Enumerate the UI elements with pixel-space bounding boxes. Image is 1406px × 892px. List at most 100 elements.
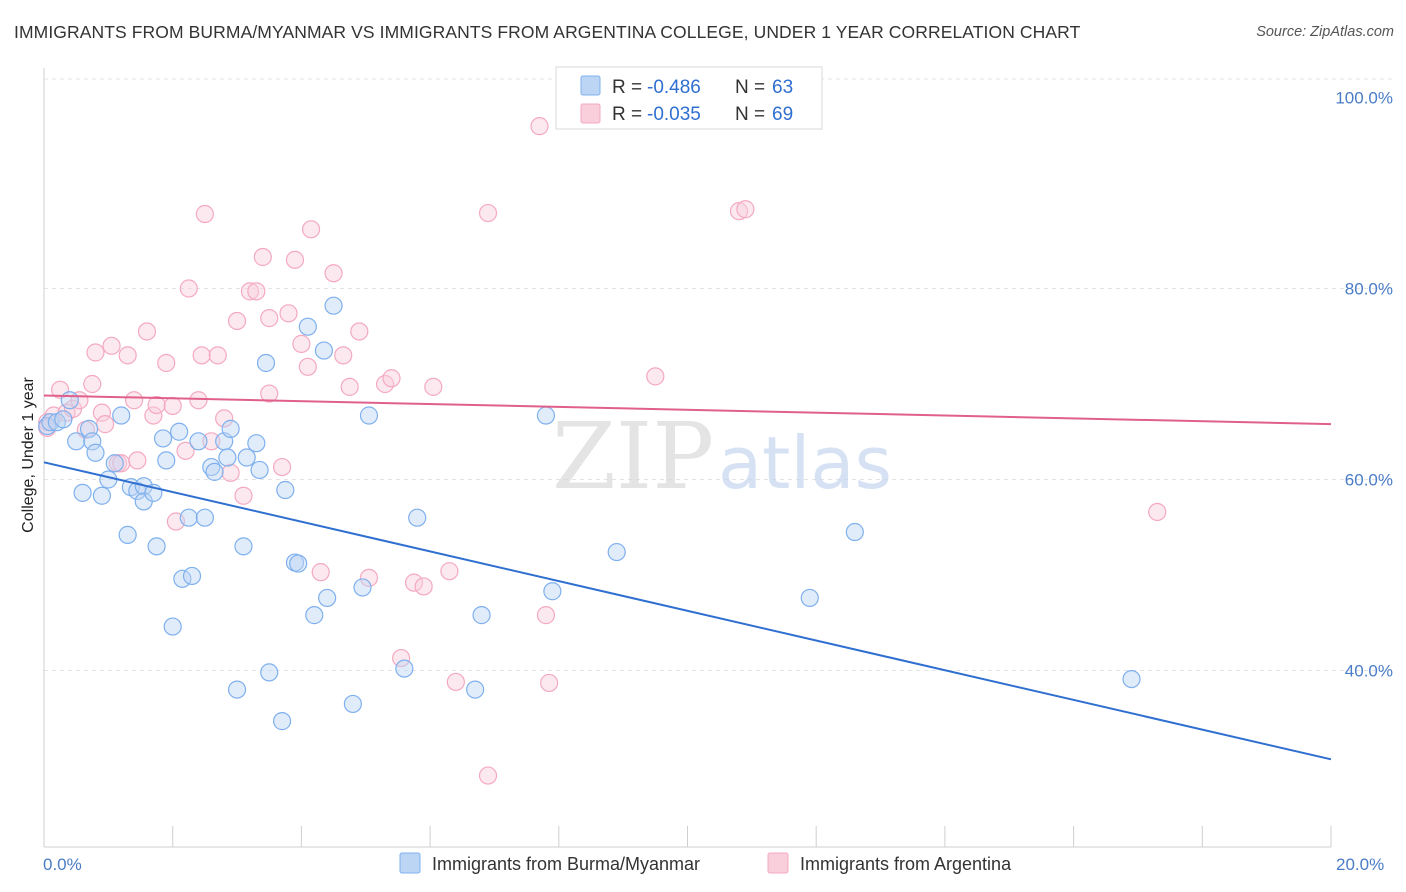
- data-point: [292, 334, 311, 353]
- data-point: [359, 568, 379, 587]
- data-point: [179, 279, 198, 298]
- data-point: [305, 606, 324, 625]
- data-point: [736, 200, 755, 219]
- data-point: [221, 419, 240, 438]
- legend-swatch-argentina: [580, 103, 601, 124]
- data-point: [414, 577, 433, 596]
- data-point: [86, 443, 105, 462]
- data-point: [170, 422, 189, 441]
- data-point: [279, 304, 298, 323]
- data-point: [256, 353, 276, 373]
- argentina-points: [38, 117, 1167, 785]
- burma-points: [38, 296, 1141, 731]
- data-point: [382, 369, 401, 388]
- bottom-legend-swatch-burma: [399, 852, 421, 874]
- legend-n-value-2: 69: [772, 104, 793, 125]
- data-point: [350, 322, 369, 341]
- data-point: [408, 508, 427, 527]
- y-tick-label: 80.0%: [1345, 280, 1393, 299]
- data-point: [102, 336, 121, 355]
- data-point: [205, 462, 224, 481]
- data-point: [60, 391, 79, 410]
- data-point: [67, 432, 86, 451]
- data-point: [314, 341, 334, 360]
- x-tick-label-min: 0.0%: [43, 855, 82, 874]
- y-axis-title: College, Under 1 year: [20, 377, 37, 533]
- data-point: [54, 410, 73, 429]
- data-point: [478, 203, 498, 223]
- trend-line-burma: [43, 461, 1332, 761]
- y-tick-labels: 40.0% 60.0% 80.0% 100.0%: [1335, 89, 1393, 681]
- data-point: [272, 457, 292, 477]
- data-point: [466, 680, 485, 699]
- data-point: [247, 282, 266, 301]
- data-point: [157, 451, 176, 470]
- data-point: [221, 463, 240, 482]
- y-tick-label: 100.0%: [1335, 89, 1393, 108]
- grid-lines: [44, 78, 1393, 671]
- data-point: [260, 663, 279, 682]
- data-point: [147, 395, 166, 415]
- correlation-legend: R = -0.486 N = 63 R = -0.035 N = 69: [555, 66, 823, 130]
- data-point: [218, 448, 237, 467]
- data-point: [240, 282, 260, 301]
- data-point: [536, 406, 556, 425]
- legend-swatch-burma: [580, 75, 601, 96]
- data-point: [285, 250, 305, 269]
- data-point: [298, 317, 317, 336]
- data-point: [478, 766, 498, 785]
- trend-lines: [43, 394, 1332, 761]
- data-point: [192, 346, 211, 365]
- data-point: [446, 672, 465, 692]
- data-point: [176, 441, 195, 460]
- legend-r-label-1: R =: [612, 77, 642, 98]
- watermark-zip: ZIP: [552, 403, 714, 510]
- data-point: [234, 486, 253, 505]
- data-point: [359, 406, 379, 425]
- data-point: [163, 396, 182, 416]
- data-point: [845, 522, 864, 542]
- data-point: [324, 264, 343, 283]
- watermark-atlas: atlas: [718, 421, 892, 505]
- data-point: [128, 451, 147, 470]
- data-point: [392, 648, 411, 668]
- x-tick-label-max: 20.0%: [1336, 855, 1384, 874]
- data-point: [646, 367, 665, 386]
- data-point: [260, 384, 279, 403]
- legend-n-label-1: N =: [735, 77, 765, 98]
- data-point: [92, 403, 112, 422]
- data-point: [118, 525, 137, 544]
- data-point: [208, 346, 227, 365]
- data-point: [340, 377, 359, 396]
- data-point: [530, 117, 549, 136]
- data-point: [189, 391, 208, 410]
- data-point: [189, 432, 208, 451]
- data-point: [137, 322, 157, 341]
- data-point: [147, 537, 166, 556]
- data-point: [1122, 669, 1141, 689]
- chart-title: IMMIGRANTS FROM BURMA/MYANMAR VS IMMIGRA…: [14, 22, 1081, 42]
- data-point: [260, 309, 279, 328]
- data-point: [153, 429, 173, 448]
- data-point: [144, 406, 163, 425]
- data-point: [163, 617, 182, 636]
- data-point: [253, 247, 272, 267]
- data-point: [227, 311, 247, 331]
- x-ticks: [43, 826, 1332, 847]
- data-point: [324, 296, 343, 315]
- legend-r-label-2: R =: [612, 104, 642, 125]
- data-point: [247, 434, 266, 453]
- data-point: [157, 353, 176, 373]
- legend-n-value-1: 63: [772, 77, 793, 98]
- data-point: [92, 486, 112, 505]
- legend-n-label-2: N =: [735, 104, 765, 125]
- data-point: [272, 712, 292, 731]
- data-point: [105, 454, 124, 473]
- bottom-legend-label-burma: Immigrants from Burma/Myanmar: [432, 854, 700, 874]
- data-point: [83, 432, 102, 451]
- data-point: [395, 659, 414, 678]
- data-point: [607, 542, 626, 562]
- series-legend: Immigrants from Burma/Myanmar Immigrants…: [399, 852, 1012, 874]
- data-point: [215, 409, 234, 428]
